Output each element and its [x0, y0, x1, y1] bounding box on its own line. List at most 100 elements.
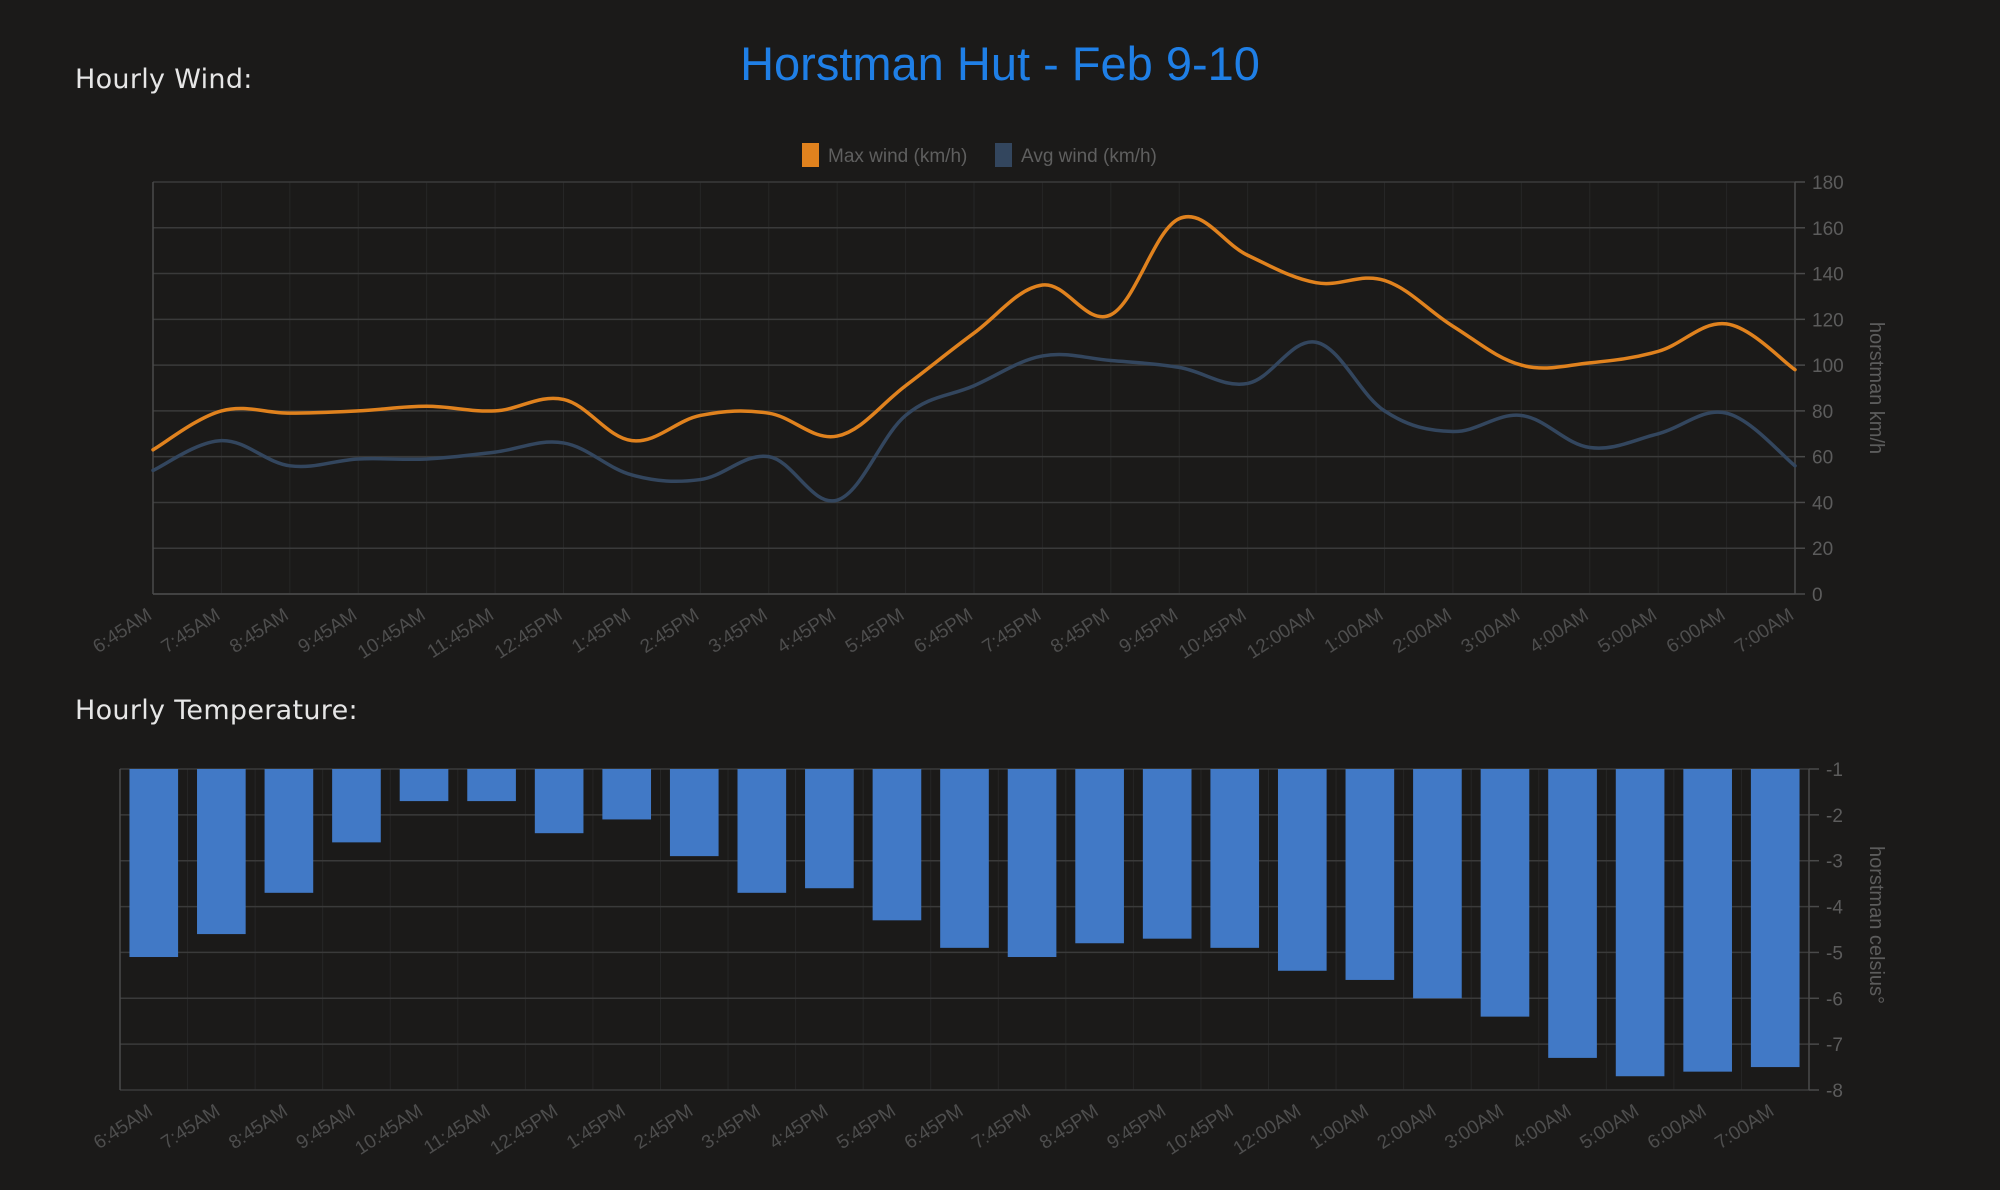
temp-x-tick-label: 6:45AM [90, 1101, 156, 1154]
wind-section-label: Hourly Wind: [75, 64, 253, 95]
temp-y-tick-label: -6 [1826, 989, 1843, 1010]
temp-y-tick-label: -7 [1826, 1035, 1843, 1056]
temp-x-tick-label: 9:45AM [293, 1101, 359, 1154]
wind-x-tick-label: 10:45PM [1175, 605, 1250, 664]
wind-y-tick-label: 60 [1812, 448, 1833, 469]
wind-y-tick-label: 180 [1812, 173, 1844, 194]
wind-y-tick-label: 20 [1812, 539, 1833, 560]
temp-x-tick-label: 6:00AM [1644, 1101, 1710, 1154]
wind-x-tick-label: 7:00AM [1731, 605, 1797, 658]
wind-x-tick-label: 4:00AM [1526, 605, 1592, 658]
temp-bar [534, 769, 584, 834]
temp-y-axis-title: horstman celsius° [1865, 846, 1887, 1004]
wind-x-tick-label: 8:45AM [226, 605, 292, 658]
temp-y-tick-label: -4 [1826, 898, 1843, 919]
temp-y-tick-label: -3 [1826, 852, 1843, 873]
temp-bar [1548, 769, 1597, 1058]
temp-bar [467, 769, 516, 802]
temp-x-tick-label: 10:45AM [352, 1101, 427, 1160]
wind-x-tick-label: 8:45PM [1047, 605, 1113, 658]
wind-y-axis-title: horstman km/h [1865, 322, 1887, 454]
wind-x-tick-label: 6:45AM [89, 605, 155, 658]
temp-x-tick-label: 4:00AM [1509, 1101, 1575, 1154]
temp-bar [129, 769, 179, 958]
wind-y-tick-label: 0 [1812, 585, 1823, 606]
wind-y-tick-label: 100 [1812, 356, 1844, 377]
wind-series-line-1 [151, 340, 1797, 503]
temp-x-tick-label: 7:45PM [968, 1101, 1034, 1154]
wind-x-tick-label: 6:45PM [910, 605, 976, 658]
wind-legend-label: Avg wind (km/h) [1021, 146, 1157, 167]
temp-y-tick-label: -8 [1826, 1081, 1843, 1102]
temp-bar [399, 769, 449, 802]
temp-x-tick-label: 5:00AM [1576, 1101, 1642, 1154]
temp-x-tick-label: 2:45PM [631, 1101, 697, 1154]
temp-bar [940, 769, 989, 948]
wind-x-tick-label: 9:45PM [1116, 605, 1182, 658]
wind-x-tick-label: 6:00AM [1663, 605, 1729, 658]
temp-bar [1210, 769, 1260, 948]
wind-legend-swatch [995, 143, 1012, 167]
temp-x-tick-label: 7:45AM [158, 1101, 224, 1154]
temp-bar [1142, 769, 1192, 939]
temp-bar [1615, 769, 1665, 1077]
temp-y-tick-label: -2 [1826, 806, 1843, 827]
temp-x-tick-label: 2:00AM [1374, 1101, 1440, 1154]
temp-bar [1277, 769, 1327, 971]
temp-bar [1480, 769, 1530, 1017]
wind-x-tick-label: 10:45AM [354, 605, 429, 664]
wind-x-tick-label: 4:45PM [774, 605, 840, 658]
wind-legend-swatch [802, 143, 819, 167]
temp-bar [1075, 769, 1124, 944]
temp-x-tick-label: 3:00AM [1441, 1101, 1507, 1154]
page-title: Horstman Hut - Feb 9-10 [740, 37, 1260, 90]
wind-x-tick-label: 2:00AM [1389, 605, 1455, 658]
temp-x-tick-label: 12:00AM [1230, 1101, 1305, 1160]
temp-x-tick-label: 6:45PM [901, 1101, 967, 1154]
temp-bar [872, 769, 922, 921]
wind-x-tick-label: 3:00AM [1458, 605, 1524, 658]
temp-x-tick-label: 1:00AM [1306, 1101, 1372, 1154]
temp-x-tick-label: 9:45PM [1104, 1101, 1170, 1154]
wind-x-tick-label: 2:45PM [637, 605, 703, 658]
temp-bar [1683, 769, 1732, 1072]
temp-x-tick-label: 5:45PM [833, 1101, 899, 1154]
wind-x-tick-label: 7:45AM [158, 605, 224, 658]
wind-y-tick-label: 160 [1812, 219, 1844, 240]
wind-x-tick-label: 7:45PM [979, 605, 1045, 658]
temp-x-tick-label: 1:45PM [563, 1101, 629, 1154]
temp-y-tick-label: -5 [1826, 943, 1843, 964]
wind-x-tick-label: 12:45PM [491, 605, 566, 664]
temp-x-tick-label: 11:45AM [420, 1101, 494, 1159]
temp-x-tick-label: 10:45PM [1162, 1101, 1237, 1160]
wind-x-tick-label: 9:45AM [295, 605, 361, 658]
temp-bar [737, 769, 787, 893]
wind-y-tick-label: 80 [1812, 402, 1833, 423]
temp-x-tick-label: 12:45PM [487, 1101, 562, 1160]
temp-bar [197, 769, 246, 935]
wind-y-tick-label: 120 [1812, 310, 1844, 331]
temp-bar [805, 769, 854, 889]
temp-bar [669, 769, 719, 857]
wind-x-tick-label: 3:45PM [705, 605, 771, 658]
temp-x-tick-label: 8:45PM [1036, 1101, 1102, 1154]
wind-x-tick-label: 11:45AM [424, 605, 498, 663]
wind-x-tick-label: 12:00AM [1244, 605, 1319, 664]
temp-bar [1345, 769, 1395, 980]
wind-y-tick-label: 40 [1812, 493, 1833, 514]
temp-x-tick-label: 7:00AM [1712, 1101, 1778, 1154]
temp-x-tick-label: 3:45PM [698, 1101, 764, 1154]
temp-x-tick-label: 8:45AM [225, 1101, 291, 1154]
wind-y-tick-label: 140 [1812, 265, 1844, 286]
temp-bar [332, 769, 381, 843]
wind-x-tick-label: 1:00AM [1321, 605, 1387, 658]
temp-bar [264, 769, 314, 893]
temp-bar [1007, 769, 1057, 958]
wind-x-tick-label: 1:45PM [568, 605, 634, 658]
temp-x-tick-label: 4:45PM [766, 1101, 832, 1154]
wind-series-line-0 [151, 214, 1797, 452]
wind-x-tick-label: 5:00AM [1595, 605, 1661, 658]
temp-bar [1413, 769, 1462, 999]
